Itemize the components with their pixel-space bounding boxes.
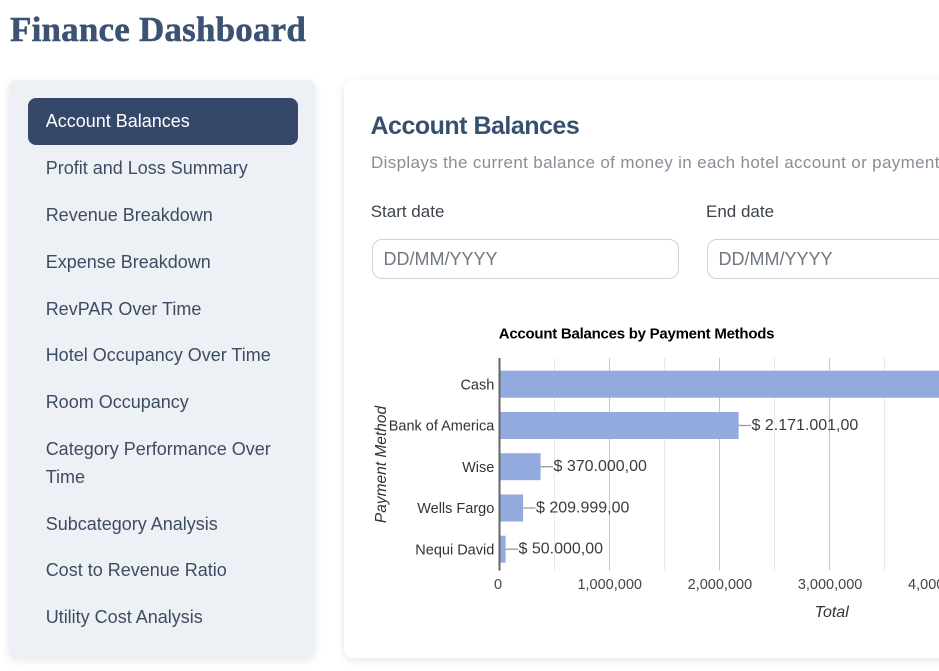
- svg-text:$ 2.171.001,00: $ 2.171.001,00: [752, 417, 859, 434]
- svg-text:2,000,000: 2,000,000: [688, 577, 753, 593]
- svg-text:Wells Fargo: Wells Fargo: [417, 501, 494, 517]
- svg-text:Cash: Cash: [460, 377, 494, 393]
- svg-text:1,000,000: 1,000,000: [577, 577, 642, 593]
- svg-text:0: 0: [494, 577, 502, 593]
- svg-text:Payment Method: Payment Method: [373, 405, 390, 524]
- svg-text:Account Balances by Payment Me: Account Balances by Payment Methods: [499, 325, 775, 342]
- svg-text:Wise: Wise: [462, 460, 494, 476]
- svg-text:$ 209.999,00: $ 209.999,00: [536, 499, 630, 516]
- svg-text:3,000,000: 3,000,000: [798, 577, 863, 593]
- svg-text:Nequi David: Nequi David: [415, 542, 494, 558]
- svg-text:Bank of America: Bank of America: [389, 419, 496, 435]
- svg-text:Total: Total: [815, 604, 850, 621]
- svg-text:$ 50.000,00: $ 50.000,00: [519, 541, 604, 558]
- svg-text:$ 370.000,00: $ 370.000,00: [554, 458, 648, 475]
- svg-text:4,000,000: 4,000,000: [908, 577, 939, 593]
